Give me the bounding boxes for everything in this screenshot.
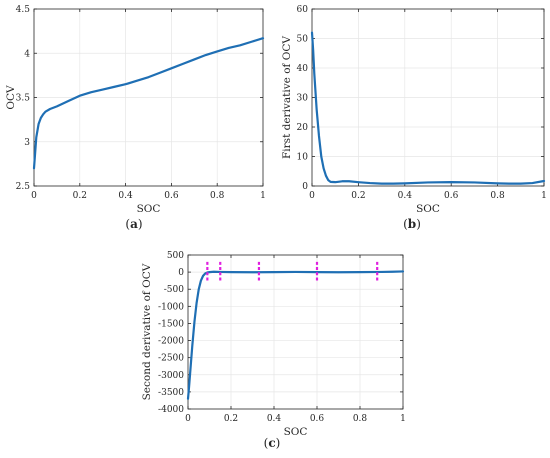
series-line (186, 270, 405, 400)
y-tick-label: -500 (164, 285, 184, 295)
x-tick-label: 1 (260, 191, 266, 201)
y-tick-label: -3500 (158, 388, 184, 398)
y-tick-label: 4.5 (16, 5, 31, 15)
panel-a: 0 0.2 0.4 0.6 0.8 1 2.5 3 3.5 4 4.5 SOC OCV (a) (5, 5, 266, 231)
panel-caption: (c) (264, 436, 281, 450)
x-axis-label: SOC (284, 426, 308, 438)
x-axis-label: SOC (416, 203, 440, 215)
y-tick-label: 60 (297, 5, 309, 15)
y-tick-label: 30 (297, 94, 309, 104)
y-tick-label: 2.5 (16, 182, 31, 192)
x-tick-label: 0.2 (224, 414, 238, 424)
y-tick-label: 0 (178, 268, 184, 278)
x-tick-label: 0.2 (351, 191, 365, 201)
y-tick-label: -3000 (158, 371, 184, 381)
panel-caption: (a) (125, 217, 142, 231)
x-tick-label: 1 (400, 414, 406, 424)
y-tick-label: 0 (302, 182, 308, 192)
y-tick-label: 40 (297, 64, 309, 74)
y-axis-label: OCV (5, 85, 17, 110)
y-tick-label: 10 (297, 153, 309, 163)
x-tick-label: 0 (185, 414, 191, 424)
y-tick-label: 500 (167, 251, 184, 261)
x-tick-label: 0.4 (398, 191, 413, 201)
x-axis-label: SOC (137, 203, 161, 215)
plot-frame (187, 254, 404, 410)
y-axis-label: Second derivative of OCV (141, 263, 153, 400)
x-tick-label: 0.6 (164, 191, 179, 201)
panel-caption: (b) (403, 217, 421, 231)
series-line (32, 37, 265, 170)
x-tick-label: 0.8 (210, 191, 225, 201)
x-tick-label: 0.8 (490, 191, 505, 201)
x-tick-label: 0.4 (118, 191, 133, 201)
y-tick-label: -4000 (158, 405, 184, 415)
y-tick-label: 3.5 (16, 94, 31, 104)
x-tick-label: 0.6 (444, 191, 459, 201)
y-tick-label: -1500 (158, 319, 184, 329)
x-tick-label: 0.2 (73, 191, 87, 201)
y-tick-label: 4 (24, 49, 30, 59)
x-tick-label: 0.8 (353, 414, 368, 424)
series-line (310, 31, 546, 185)
y-tick-label: -2500 (158, 354, 184, 364)
x-tick-label: 0.6 (310, 414, 325, 424)
y-tick-label: 50 (297, 35, 309, 45)
y-tick-label: -1000 (158, 302, 184, 312)
y-tick-label: -2000 (158, 337, 184, 347)
y-tick-label: 3 (24, 138, 30, 148)
x-tick-label: 0 (309, 191, 315, 201)
panel-c: 0 0.2 0.4 0.6 0.8 1 -4000 -3500 -3000 -2500 -2000 -… (141, 251, 406, 450)
y-axis-label: First derivative of OCV (281, 36, 293, 159)
y-tick-label: 20 (297, 123, 309, 133)
x-tick-label: 0 (31, 191, 37, 201)
x-tick-label: 0.4 (267, 414, 282, 424)
x-tick-label: 1 (541, 191, 547, 201)
